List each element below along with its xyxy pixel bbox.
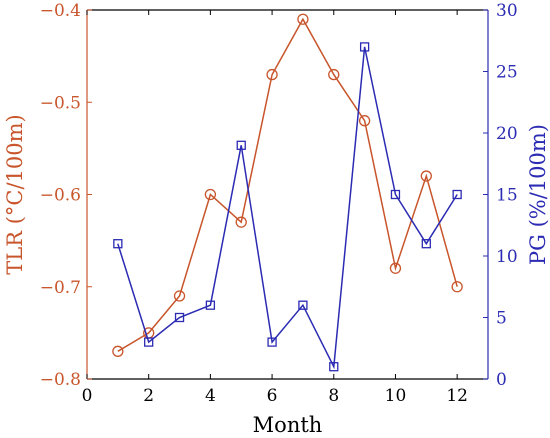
data-point-right — [174, 312, 185, 323]
x-tick-label: 6 — [267, 386, 278, 406]
x-tick-label: 0 — [82, 386, 93, 406]
data-point-left — [112, 345, 124, 357]
axes-layer — [86, 9, 489, 380]
x-tick-label: 8 — [328, 386, 339, 406]
y-left-axis-title: TLR (°C/100m) — [3, 114, 27, 274]
y-left-tick-label: −0.8 — [40, 370, 81, 390]
data-point-left — [204, 188, 217, 201]
x-tick-label: 4 — [205, 386, 216, 406]
data-point-left — [235, 216, 247, 228]
data-point-left — [420, 170, 432, 182]
data-point-left — [266, 68, 278, 81]
data-point-right — [329, 362, 339, 372]
labels-layer: 0 2 4 6 8 10 12 −0.8 −0.7 −0.6 −0.5 −0.4 0 5 10 15 20 25 3… — [3, 1, 550, 437]
data-point-left — [358, 115, 371, 127]
y-right-tick-label: 20 — [496, 124, 518, 144]
series-line-left — [117, 17, 458, 352]
x-tick-label: 10 — [385, 386, 407, 406]
data-point-right — [298, 300, 308, 310]
data-point-right — [113, 239, 123, 249]
data-point-left — [451, 281, 463, 293]
data-point-right — [267, 337, 277, 347]
data-point-left — [389, 262, 402, 274]
data-point-right — [236, 140, 246, 150]
data-point-right — [421, 239, 431, 249]
y-right-tick-label: 5 — [496, 309, 507, 329]
x-tick-label: 12 — [446, 386, 468, 406]
data-point-left — [328, 68, 340, 81]
x-axis-title: Month — [253, 413, 323, 437]
y-left-tick-label: −0.7 — [40, 278, 81, 298]
y-left-tick-label: −0.5 — [40, 93, 81, 113]
y-left-tick-label: −0.6 — [40, 186, 81, 206]
data-point-right — [144, 337, 154, 347]
series-layer — [112, 13, 463, 372]
y-right-tick-label: 15 — [496, 186, 518, 206]
series-line-right — [117, 46, 458, 370]
y-right-tick-label: 10 — [496, 247, 518, 267]
y-right-tick-label: 0 — [496, 370, 507, 390]
data-point-right — [390, 189, 401, 200]
y-right-tick-label: 25 — [496, 63, 518, 83]
y-right-axis-title: PG (%/100m) — [526, 124, 550, 265]
y-right-tick-label: 30 — [496, 1, 518, 21]
data-point-right — [359, 42, 370, 52]
x-tick-label: 2 — [143, 386, 154, 406]
y-left-tick-label: −0.4 — [40, 1, 81, 21]
data-point-right — [452, 189, 462, 200]
data-point-right — [205, 300, 216, 310]
data-point-left — [173, 290, 186, 302]
data-point-left — [297, 13, 309, 25]
